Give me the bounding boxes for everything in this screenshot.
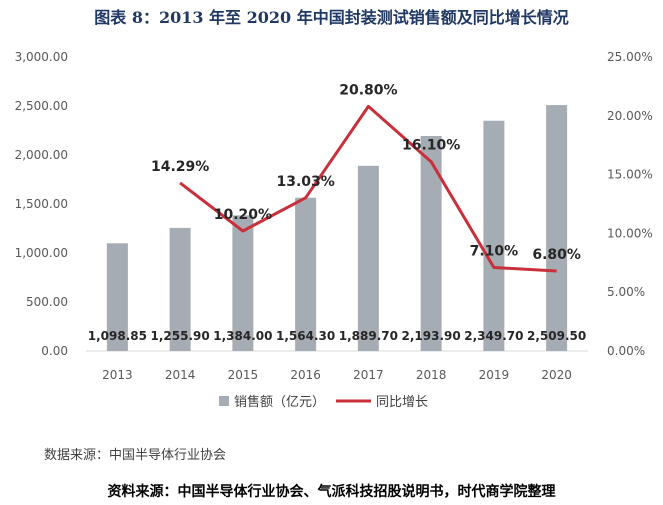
- bar: [483, 120, 505, 351]
- data-source-note: 数据来源：中国半导体行业协会: [44, 448, 227, 463]
- bar-value-label: 2,349.70: [464, 329, 523, 343]
- left-tick-label: 0.00: [41, 344, 68, 358]
- bar: [357, 165, 379, 351]
- x-tick-label: 2019: [479, 368, 510, 382]
- x-tick-label: 2016: [290, 368, 321, 382]
- footer-source: 资料来源：中国半导体行业协会、气派科技招股说明书，时代商学院整理: [107, 484, 556, 500]
- bar: [546, 105, 568, 351]
- legend-bar-label: 销售额（亿元）: [234, 394, 325, 410]
- bar: [169, 227, 191, 351]
- line-value-label: 20.80%: [339, 82, 397, 98]
- right-tick-label: 0.00%: [607, 344, 645, 358]
- legend: 销售额（亿元） 同比增长: [219, 394, 428, 410]
- bar-value-label: 1,564.30: [276, 329, 335, 343]
- legend-line-label: 同比增长: [376, 395, 428, 410]
- line-value-label: 10.20%: [214, 207, 272, 223]
- bar: [420, 135, 442, 351]
- combo-chart: 0.00 500.00 1,000.00 1,500.00 2,000.00 2,500.…: [15, 50, 653, 410]
- bar-value-label: 1,098.85: [88, 329, 147, 343]
- left-tick-label: 2,500.00: [15, 99, 68, 113]
- x-tick-label: 2014: [165, 368, 196, 382]
- line-value-label: 16.10%: [402, 138, 460, 154]
- x-axis-ticks: 2013 2014 2015 2016 2017 2018 2019 2020: [102, 368, 572, 382]
- chart-title: 图表 8：2013 年至 2020 年中国封装测试销售额及同比增长情况: [94, 8, 569, 27]
- line-value-label: 6.80%: [532, 247, 581, 263]
- bar-value-label: 2,509.50: [527, 329, 586, 343]
- bar-value-label: 1,255.90: [151, 329, 210, 343]
- line-labels-group: 14.29% 10.20% 13.03% 20.80% 16.10% 7.10% 6.80%: [151, 82, 581, 263]
- bar-value-label: 2,193.90: [402, 329, 461, 343]
- growth-line: [179, 104, 557, 273]
- left-tick-label: 3,000.00: [15, 50, 68, 64]
- x-tick-label: 2020: [541, 368, 572, 382]
- line-value-label: 13.03%: [276, 174, 334, 190]
- x-tick-label: 2017: [353, 368, 384, 382]
- bar-value-label: 1,889.70: [339, 329, 398, 343]
- right-tick-label: 20.00%: [607, 109, 653, 123]
- left-tick-label: 2,000.00: [15, 148, 68, 162]
- bar: [106, 243, 128, 351]
- x-tick-label: 2018: [416, 368, 447, 382]
- left-tick-label: 1,000.00: [15, 246, 68, 260]
- right-tick-label: 5.00%: [607, 285, 645, 299]
- bar: [295, 197, 317, 351]
- bar: [232, 215, 254, 351]
- left-axis-ticks: 0.00 500.00 1,000.00 1,500.00 2,000.00 2,500.…: [15, 50, 68, 358]
- line-value-label: 14.29%: [151, 159, 209, 175]
- right-axis-ticks: 0.00% 5.00% 10.00% 15.00% 20.00% 25.00%: [607, 50, 653, 358]
- bar-value-label: 1,384.00: [213, 329, 272, 343]
- x-tick-label: 2013: [102, 368, 133, 382]
- right-tick-label: 10.00%: [607, 226, 653, 240]
- right-tick-label: 25.00%: [607, 50, 653, 64]
- legend-bar-swatch: [219, 396, 229, 406]
- bars-group: [106, 105, 568, 351]
- left-tick-label: 1,500.00: [15, 197, 68, 211]
- x-tick-label: 2015: [228, 368, 259, 382]
- line-value-label: 7.10%: [470, 244, 519, 260]
- right-tick-label: 15.00%: [607, 168, 653, 182]
- bar-labels-group: 1,098.85 1,255.90 1,384.00 1,564.30 1,889.70…: [88, 329, 586, 343]
- left-tick-label: 500.00: [26, 295, 68, 309]
